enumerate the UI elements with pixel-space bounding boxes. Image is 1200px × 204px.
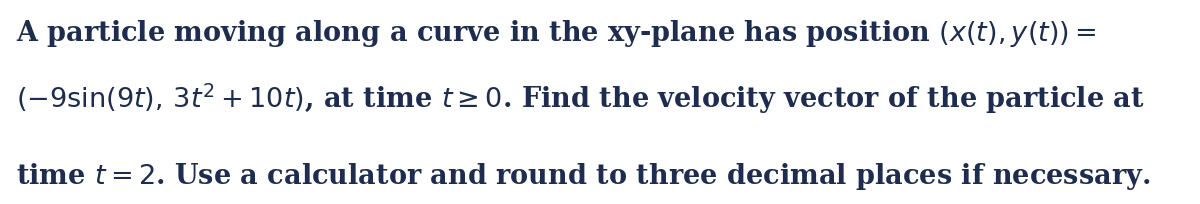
Text: A particle moving along a curve in the xy-plane has position $(x(t), y(t)) =$: A particle moving along a curve in the x… <box>16 18 1096 49</box>
Text: time $t = 2$. Use a calculator and round to three decimal places if necessary.: time $t = 2$. Use a calculator and round… <box>16 161 1150 192</box>
Text: $(-9\sin(9t),\, 3t^2 + 10t)$, at time $t \geq 0$. Find the velocity vector of th: $(-9\sin(9t),\, 3t^2 + 10t)$, at time $t… <box>16 82 1145 116</box>
